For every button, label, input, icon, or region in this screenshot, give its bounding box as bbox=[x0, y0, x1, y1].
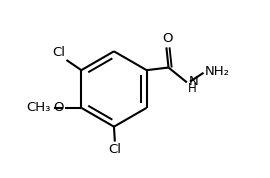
Text: CH₃: CH₃ bbox=[26, 101, 51, 114]
Text: Cl: Cl bbox=[52, 46, 65, 59]
Text: O: O bbox=[162, 32, 172, 45]
Text: NH₂: NH₂ bbox=[204, 66, 230, 78]
Text: N: N bbox=[188, 75, 198, 88]
Text: H: H bbox=[188, 82, 197, 95]
Text: O: O bbox=[53, 101, 64, 114]
Text: Cl: Cl bbox=[108, 143, 121, 156]
